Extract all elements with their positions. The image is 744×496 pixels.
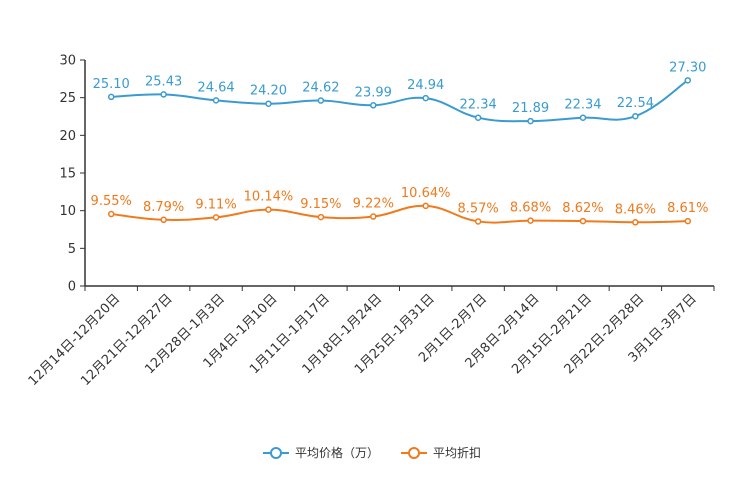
data-label: 8.62% xyxy=(562,201,603,216)
data-point xyxy=(160,91,167,98)
legend: 平均价格（万） 平均折扣 xyxy=(0,444,744,461)
data-point xyxy=(579,217,587,225)
data-label: 8.46% xyxy=(615,202,656,217)
y-tick-label: 15 xyxy=(59,167,76,182)
series-line xyxy=(111,204,688,224)
data-point xyxy=(317,213,325,221)
data-point xyxy=(684,217,692,225)
y-tick-label: 5 xyxy=(68,242,76,257)
data-label: 10.64% xyxy=(401,186,451,201)
y-tick-label: 0 xyxy=(68,280,76,295)
series-0: 25.10 25.43 24.64 24.20 24.62 23.99 24.94 22.34… xyxy=(93,60,706,125)
data-label: 9.11% xyxy=(195,197,236,212)
x-tick-label: 12月21日-12月27日 xyxy=(78,291,175,388)
data-point xyxy=(579,114,587,121)
series-1: 9.55% 8.79% 9.11% 10.14% 9.15% 9.22% 10.64% 8.5… xyxy=(91,186,708,226)
data-label: 27.30 xyxy=(669,60,706,75)
data-label: 25.43 xyxy=(145,74,182,89)
data-label: 22.34 xyxy=(564,98,601,113)
series-layer: 25.10 25.43 24.64 24.20 24.62 23.99 24.94 22.34… xyxy=(91,60,708,226)
data-point xyxy=(527,217,534,224)
data-label: 8.57% xyxy=(457,201,498,216)
data-label: 9.22% xyxy=(353,197,394,212)
legend-discount-label: 平均折扣 xyxy=(433,446,482,460)
data-label: 25.10 xyxy=(93,77,130,92)
x-tick-label: 12月14日-12月20日 xyxy=(26,291,123,388)
y-tick-label: 25 xyxy=(59,91,76,106)
data-point xyxy=(422,94,429,102)
data-point xyxy=(474,114,482,121)
legend-item-price[interactable]: 平均价格（万） xyxy=(262,444,379,461)
data-point xyxy=(632,219,639,226)
data-label: 8.61% xyxy=(667,201,708,216)
data-label: 24.94 xyxy=(407,78,444,93)
y-tick-label: 30 xyxy=(59,54,76,69)
legend-discount-symbol-icon xyxy=(401,446,427,459)
y-tick-label: 20 xyxy=(59,129,76,144)
data-point xyxy=(317,97,325,104)
data-label: 23.99 xyxy=(355,85,392,100)
data-point xyxy=(160,216,167,224)
data-point xyxy=(370,213,377,220)
data-label: 24.62 xyxy=(302,81,339,96)
data-label: 24.64 xyxy=(197,80,234,95)
data-label: 8.79% xyxy=(143,200,184,215)
data-label: 9.55% xyxy=(91,194,132,209)
y-tick-label: 10 xyxy=(59,204,76,219)
data-label: 10.14% xyxy=(244,190,294,205)
data-point xyxy=(265,206,272,213)
data-point xyxy=(107,93,115,101)
legend-price-label: 平均价格（万） xyxy=(294,446,379,460)
data-point xyxy=(632,112,639,120)
legend-item-discount[interactable]: 平均折扣 xyxy=(401,444,481,461)
data-label: 9.15% xyxy=(300,197,341,212)
data-label: 8.68% xyxy=(510,201,551,216)
data-point xyxy=(265,100,272,107)
data-label: 24.20 xyxy=(250,84,287,99)
series-line xyxy=(111,79,689,123)
data-point xyxy=(370,102,377,109)
data-point xyxy=(212,214,220,221)
data-label: 22.34 xyxy=(460,98,497,113)
data-point xyxy=(684,77,692,84)
data-point xyxy=(527,117,534,125)
data-label: 21.89 xyxy=(512,101,549,116)
data-point xyxy=(212,97,220,104)
data-point xyxy=(422,202,429,210)
data-point xyxy=(474,218,482,225)
legend-price-symbol-icon xyxy=(262,446,289,459)
data-point xyxy=(107,210,115,218)
data-label: 22.54 xyxy=(617,96,654,111)
